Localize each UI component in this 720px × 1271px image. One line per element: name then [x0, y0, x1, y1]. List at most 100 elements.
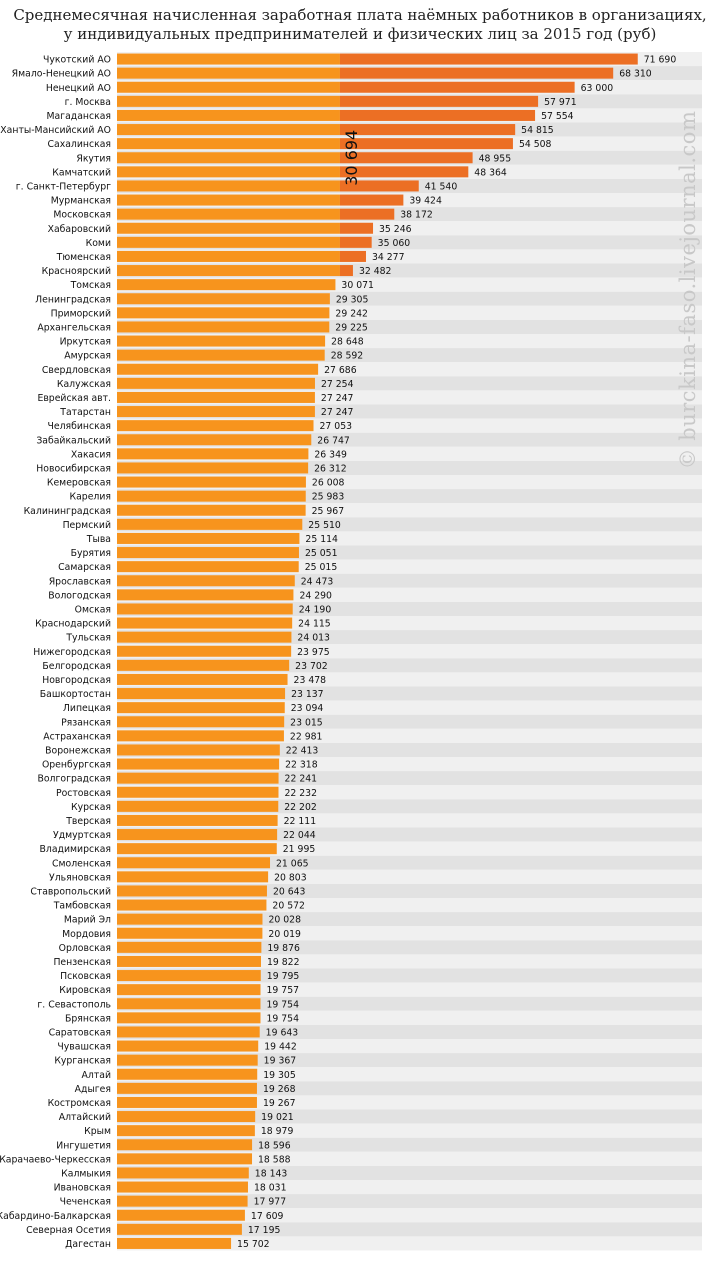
category-label: Ненецкий АО — [46, 83, 111, 94]
value-label: 19 754 — [266, 1013, 299, 1024]
bar — [117, 67, 340, 79]
row-stripe — [117, 1095, 702, 1110]
bar — [117, 716, 285, 728]
category-label: Омская — [75, 604, 111, 615]
row-stripe — [117, 1010, 702, 1025]
bar — [117, 1026, 260, 1038]
category-label: Самарская — [58, 562, 111, 573]
category-label: Красноярский — [42, 266, 111, 277]
category-label: Хабаровский — [48, 224, 111, 235]
bar — [117, 702, 285, 714]
bar — [117, 95, 340, 107]
value-label: 27 247 — [321, 393, 354, 404]
category-label: Московская — [53, 210, 111, 221]
value-label: 22 981 — [290, 731, 323, 742]
category-label: Воронежская — [45, 745, 111, 756]
bar — [117, 829, 278, 841]
bar — [117, 547, 299, 559]
bar — [117, 391, 315, 403]
row-stripe — [117, 1067, 702, 1082]
value-label: 48 955 — [479, 153, 512, 164]
category-label: Ингушетия — [56, 1140, 111, 1151]
value-label: 23 975 — [297, 647, 330, 658]
category-label: Чукотский АО — [43, 55, 111, 66]
category-label: Дагестан — [65, 1239, 111, 1250]
category-label: г. Севастополь — [37, 999, 111, 1010]
bar — [117, 659, 290, 671]
bar-above-average — [339, 81, 575, 93]
category-label: Пермский — [63, 520, 111, 531]
bar — [117, 1195, 248, 1207]
value-label: 23 015 — [290, 717, 323, 728]
bar-above-average — [339, 250, 366, 262]
bar — [117, 617, 293, 629]
category-label: Татарстан — [59, 407, 111, 418]
bar — [117, 250, 340, 262]
value-label: 32 482 — [359, 266, 392, 277]
bar-above-average — [339, 236, 372, 248]
value-label: 20 643 — [273, 886, 306, 897]
category-label: Челябинская — [48, 421, 112, 432]
value-label: 22 232 — [284, 788, 317, 799]
category-label: Вологодская — [48, 590, 111, 601]
value-label: 24 290 — [299, 590, 332, 601]
value-label: 25 051 — [305, 548, 338, 559]
category-label: Иркутская — [60, 337, 111, 348]
value-label: 19 021 — [261, 1112, 294, 1123]
category-label: Удмуртская — [53, 830, 111, 841]
category-label: Ярославская — [49, 576, 111, 587]
category-label: Алтай — [82, 1070, 111, 1081]
value-label: 48 364 — [474, 167, 507, 178]
bar — [117, 293, 330, 305]
row-stripe — [117, 968, 702, 983]
category-label: Архангельская — [37, 322, 111, 333]
value-label: 19 795 — [267, 971, 300, 982]
row-stripe — [117, 1039, 702, 1054]
category-label: Владимирская — [40, 844, 111, 855]
value-label: 26 312 — [314, 463, 347, 474]
value-label: 22 241 — [285, 774, 318, 785]
bar-above-average — [339, 67, 614, 79]
category-label: Ульяновская — [49, 872, 111, 883]
category-label: Волгоградская — [37, 774, 111, 785]
category-label: Мурманская — [51, 196, 111, 207]
value-label: 54 508 — [519, 139, 552, 150]
value-label: 35 060 — [378, 238, 411, 249]
category-label: Чеченская — [60, 1197, 111, 1208]
bar — [117, 236, 340, 248]
chart-title-line-1: Среднемесячная начисленная заработная пл… — [13, 6, 707, 24]
category-label: Орловская — [59, 943, 111, 954]
bar — [117, 1082, 257, 1094]
value-label: 35 246 — [379, 224, 412, 235]
bar — [117, 279, 336, 291]
value-label: 22 318 — [285, 760, 318, 771]
value-label: 38 172 — [400, 210, 433, 221]
bar — [117, 786, 279, 798]
category-label: Кемеровская — [47, 478, 111, 489]
row-stripe — [117, 1165, 702, 1180]
chart-title: Среднемесячная начисленная заработная пл… — [0, 6, 720, 44]
bar — [117, 1111, 256, 1123]
row-stripe — [117, 1194, 702, 1209]
value-label: 20 019 — [268, 929, 301, 940]
category-label: Калмыкия — [61, 1168, 111, 1179]
category-label: Приморский — [51, 308, 111, 319]
bar — [117, 321, 330, 333]
category-label: Ямало-Ненецкий АО — [12, 69, 111, 80]
category-label: г. Москва — [65, 97, 111, 108]
category-label: Псковская — [60, 971, 111, 982]
value-label: 19 754 — [266, 999, 299, 1010]
bar-above-average — [339, 95, 539, 107]
category-label: Чувашская — [57, 1042, 111, 1053]
bar-above-average — [339, 222, 374, 234]
bar — [117, 222, 340, 234]
row-stripe — [117, 1053, 702, 1068]
bar — [117, 857, 271, 869]
bar-above-average — [339, 265, 353, 277]
category-label: Свердловская — [42, 365, 111, 376]
bar — [117, 476, 306, 488]
bar — [117, 871, 269, 883]
value-label: 63 000 — [581, 83, 614, 94]
bar — [117, 490, 306, 502]
